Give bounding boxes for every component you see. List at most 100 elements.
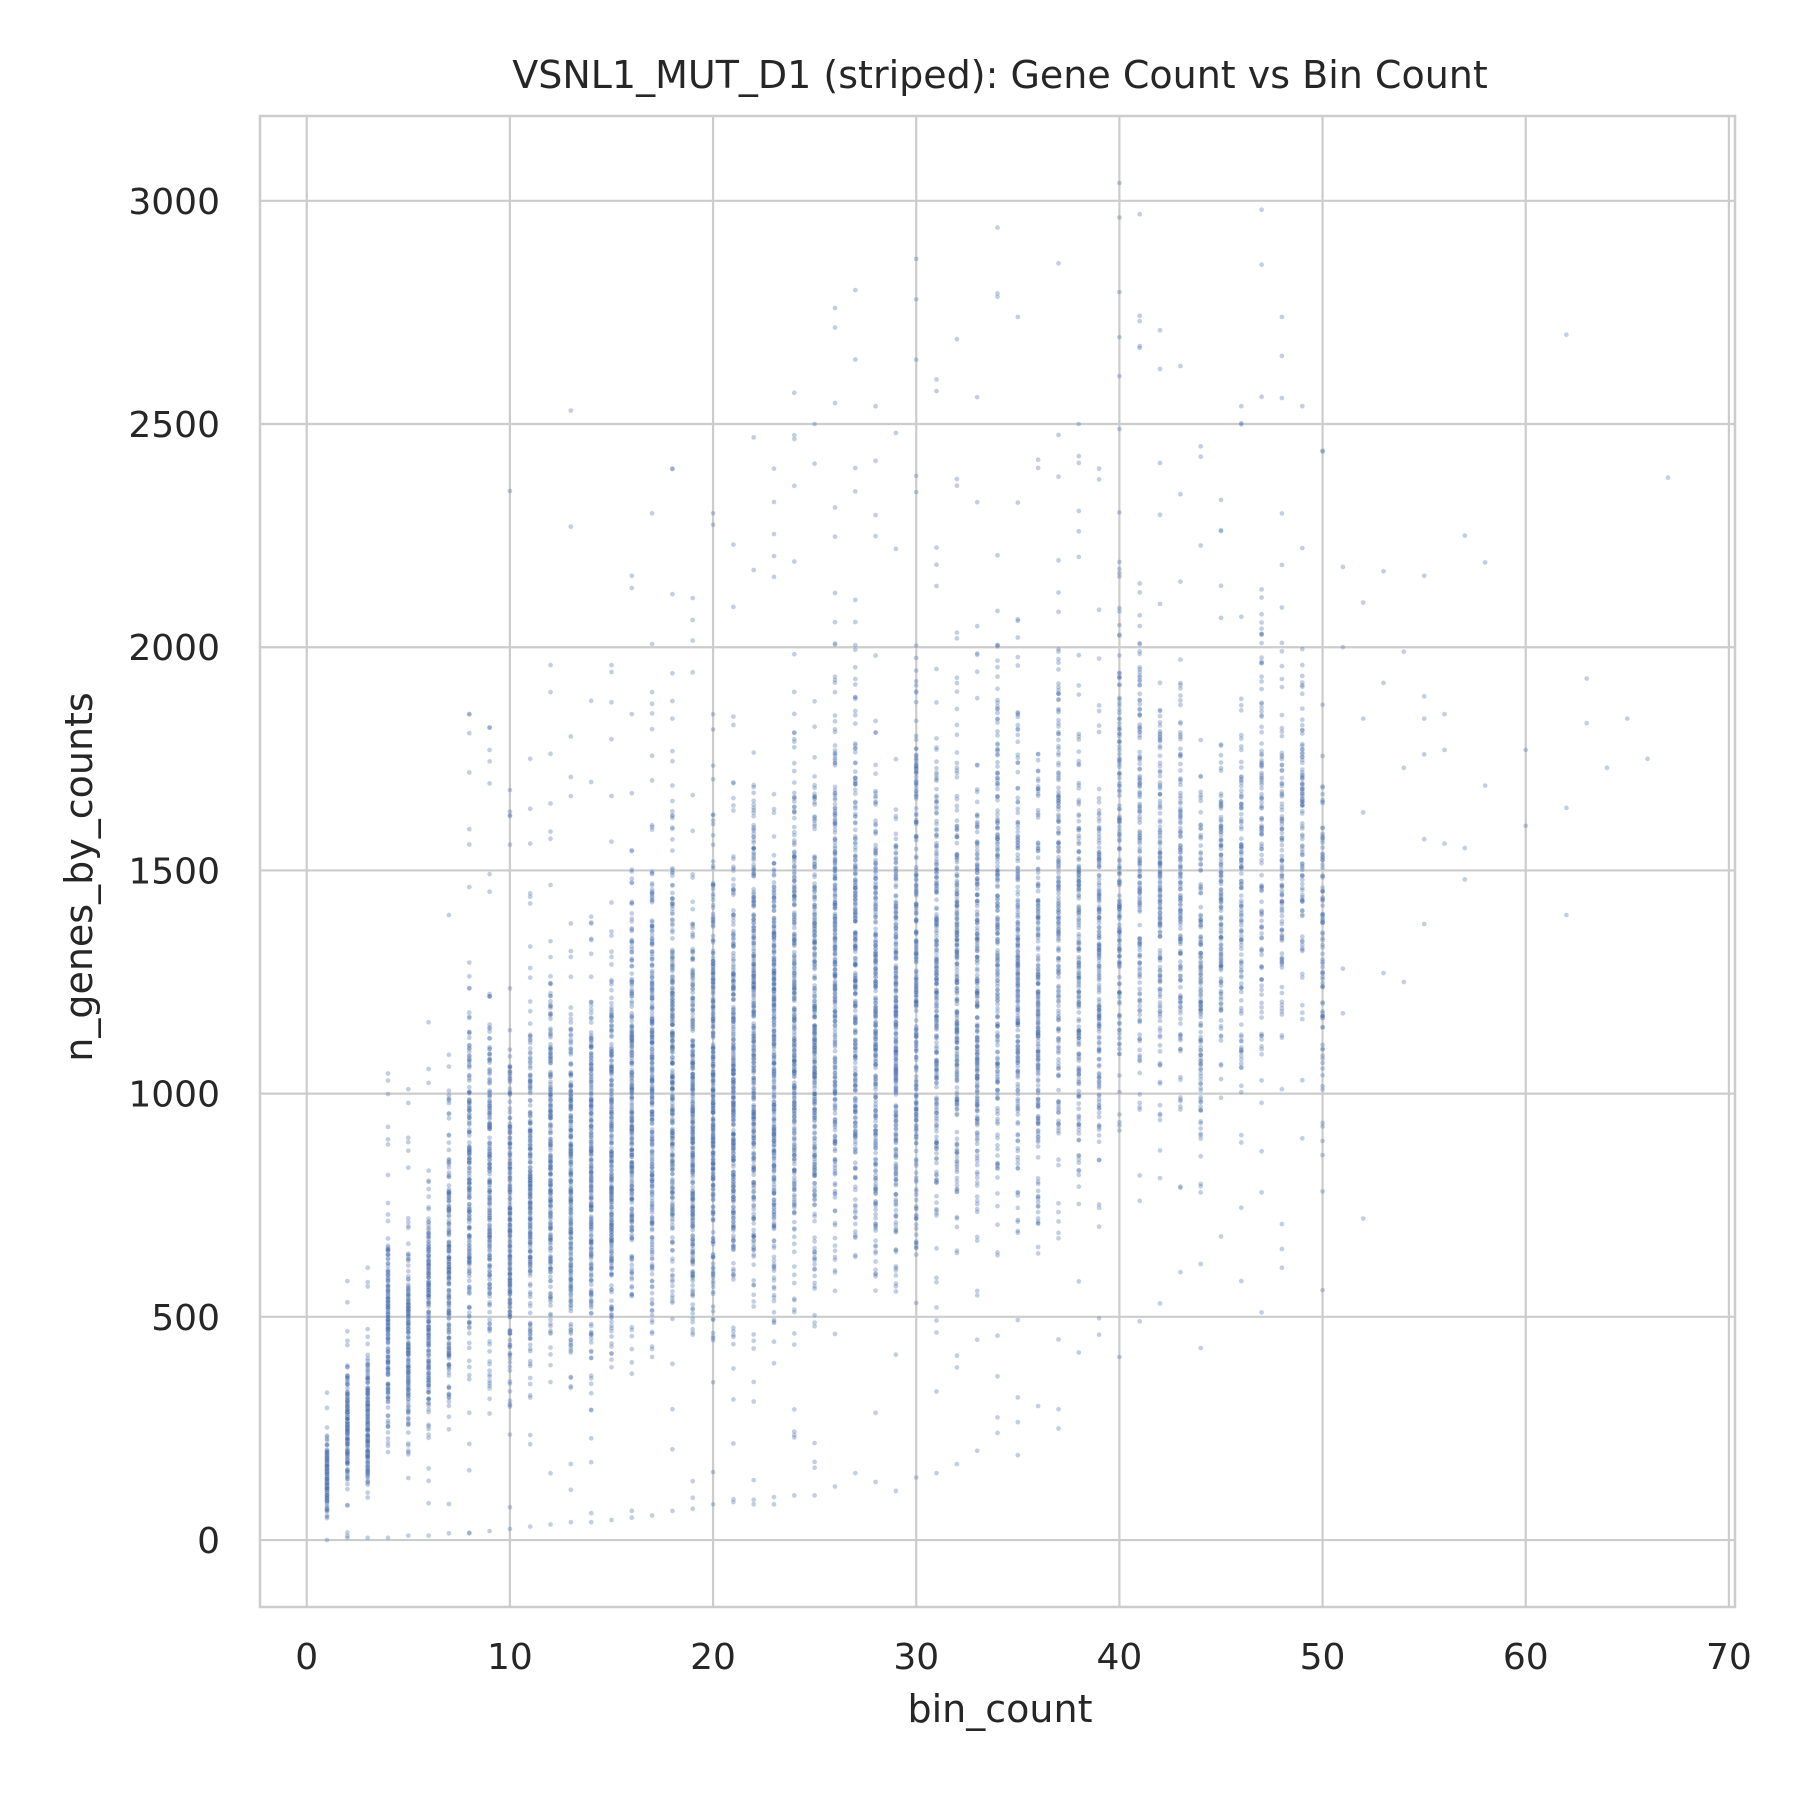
data-point xyxy=(710,997,716,1003)
data-point xyxy=(324,1497,330,1503)
data-point xyxy=(324,1472,330,1478)
data-point xyxy=(608,1343,615,1350)
data-point xyxy=(487,1157,493,1163)
data-point xyxy=(344,1460,351,1466)
data-point xyxy=(608,1325,615,1331)
data-point xyxy=(324,1486,330,1492)
data-point xyxy=(690,1060,696,1066)
data-point xyxy=(507,1169,513,1175)
data-point xyxy=(385,1435,391,1442)
data-point xyxy=(547,1213,554,1219)
data-point xyxy=(487,1309,493,1315)
data-point xyxy=(568,1260,574,1266)
data-point xyxy=(385,1246,391,1252)
data-point xyxy=(385,1413,391,1419)
data-point xyxy=(547,1317,554,1323)
data-point xyxy=(446,1353,452,1359)
data-point xyxy=(507,787,513,793)
data-point xyxy=(365,1494,371,1501)
data-point xyxy=(547,1041,554,1048)
data-point xyxy=(527,1300,533,1306)
data-point xyxy=(344,1437,351,1443)
data-point xyxy=(710,1182,716,1188)
data-point xyxy=(629,867,635,873)
data-point xyxy=(710,1117,716,1123)
data-point xyxy=(405,1370,411,1376)
data-point xyxy=(649,1189,655,1195)
data-point xyxy=(568,1194,574,1200)
data-point xyxy=(730,971,737,977)
data-point xyxy=(588,1079,594,1085)
data-point xyxy=(426,1362,432,1368)
data-point xyxy=(588,936,594,942)
data-point xyxy=(527,1281,533,1287)
data-point xyxy=(365,1375,371,1381)
data-point xyxy=(730,1004,737,1010)
data-point xyxy=(344,1385,351,1392)
data-point xyxy=(568,793,574,799)
data-point xyxy=(324,1459,330,1465)
data-point xyxy=(365,1433,371,1439)
data-point xyxy=(588,951,594,957)
data-point xyxy=(629,1190,635,1196)
data-point xyxy=(446,1384,452,1391)
data-point xyxy=(568,1345,574,1352)
data-point xyxy=(730,1067,737,1074)
data-point xyxy=(527,900,533,907)
data-point xyxy=(324,1474,330,1481)
data-point xyxy=(507,1126,513,1132)
data-point xyxy=(344,1397,351,1403)
data-point xyxy=(385,1358,391,1364)
data-point xyxy=(669,1176,676,1183)
data-point xyxy=(690,1098,696,1104)
data-point xyxy=(446,1302,452,1308)
data-point xyxy=(547,1255,554,1261)
data-point xyxy=(466,1247,472,1254)
data-point xyxy=(466,1029,472,1035)
data-point xyxy=(466,1530,472,1536)
data-point xyxy=(710,1077,716,1084)
data-point xyxy=(324,1441,330,1448)
data-point xyxy=(324,1467,330,1474)
data-point xyxy=(649,1278,655,1284)
data-point xyxy=(405,1284,411,1290)
data-point xyxy=(324,1506,330,1513)
data-point xyxy=(690,1232,696,1239)
data-point xyxy=(649,941,655,947)
data-point xyxy=(710,1379,716,1385)
data-point xyxy=(629,790,635,796)
data-point xyxy=(324,1478,330,1484)
data-point xyxy=(690,1272,696,1279)
data-point xyxy=(487,1383,493,1389)
data-point xyxy=(710,776,716,782)
data-point xyxy=(690,1074,696,1080)
data-point xyxy=(629,1223,635,1229)
data-point xyxy=(588,1136,594,1143)
data-point xyxy=(507,1053,513,1059)
data-point xyxy=(669,1128,676,1134)
data-point xyxy=(608,1109,615,1115)
data-point xyxy=(649,1198,655,1204)
data-point xyxy=(466,1286,472,1292)
data-point xyxy=(588,779,594,785)
data-point xyxy=(446,1391,452,1398)
data-point xyxy=(669,1030,676,1036)
data-point xyxy=(426,1532,432,1539)
data-point xyxy=(568,1122,574,1129)
data-point xyxy=(669,976,676,983)
data-point xyxy=(669,1074,676,1080)
data-point xyxy=(669,1050,676,1056)
data-point xyxy=(324,1405,330,1411)
data-point xyxy=(547,1060,554,1066)
data-point xyxy=(487,889,493,895)
data-point xyxy=(690,1205,696,1211)
data-point xyxy=(690,617,696,623)
data-point xyxy=(426,1435,432,1441)
data-point xyxy=(710,923,716,930)
data-point xyxy=(690,1506,696,1512)
data-point xyxy=(649,1329,655,1335)
data-point xyxy=(385,1260,391,1267)
data-point xyxy=(588,919,594,926)
data-point xyxy=(344,1362,351,1369)
data-point xyxy=(324,1465,330,1471)
